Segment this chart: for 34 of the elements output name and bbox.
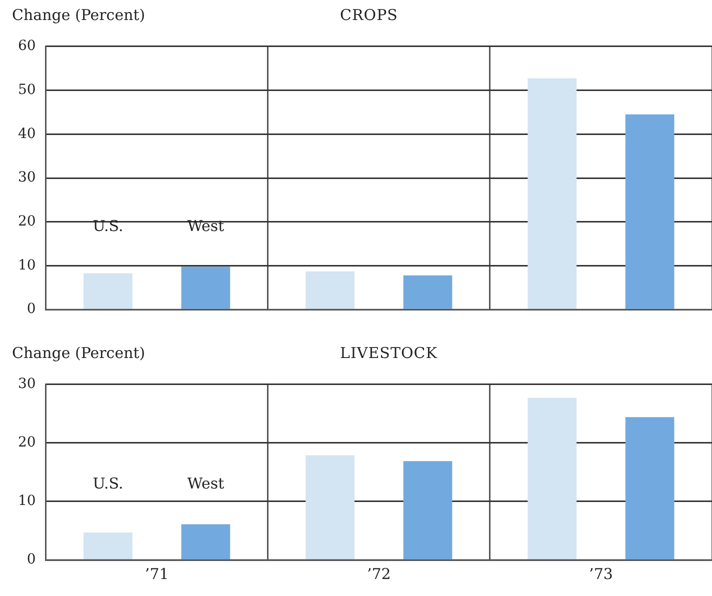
bar	[625, 417, 674, 560]
chart-title: CROPS	[340, 6, 398, 24]
y-tick-label: 30	[18, 170, 36, 186]
bar	[84, 273, 132, 309]
chart-title: LIVESTOCK	[340, 344, 438, 362]
y-tick-label: 20	[18, 434, 36, 451]
y-tick-label: 60	[18, 38, 36, 54]
bar	[181, 266, 230, 309]
x-tick-label: ’71	[144, 564, 169, 583]
bar	[403, 275, 452, 309]
bar	[306, 455, 354, 560]
bar	[528, 398, 577, 560]
y-tick-label: 40	[18, 126, 36, 142]
y-tick-label: 0	[26, 301, 36, 318]
x-tick-label: ’73	[589, 564, 613, 583]
y-tick-label: 50	[18, 82, 36, 98]
bar	[403, 461, 452, 560]
y-tick-label: 0	[26, 552, 36, 568]
bar	[181, 524, 230, 560]
text: West	[187, 474, 224, 493]
text: West	[187, 217, 224, 235]
x-tick-label: ’72	[366, 564, 391, 583]
text: U.S.	[92, 474, 124, 493]
y-tick-label: 10	[18, 493, 36, 510]
y-axis-title: Change (Percent)	[12, 6, 146, 24]
bar	[84, 532, 132, 560]
y-tick-label: 30	[18, 376, 36, 392]
y-tick-label: 10	[18, 257, 36, 274]
text: U.S.	[92, 217, 124, 235]
bar	[306, 271, 354, 309]
y-tick-label: 20	[18, 214, 36, 230]
bar	[625, 114, 674, 309]
bar	[528, 78, 577, 309]
y-axis-title: Change (Percent)	[12, 344, 146, 362]
